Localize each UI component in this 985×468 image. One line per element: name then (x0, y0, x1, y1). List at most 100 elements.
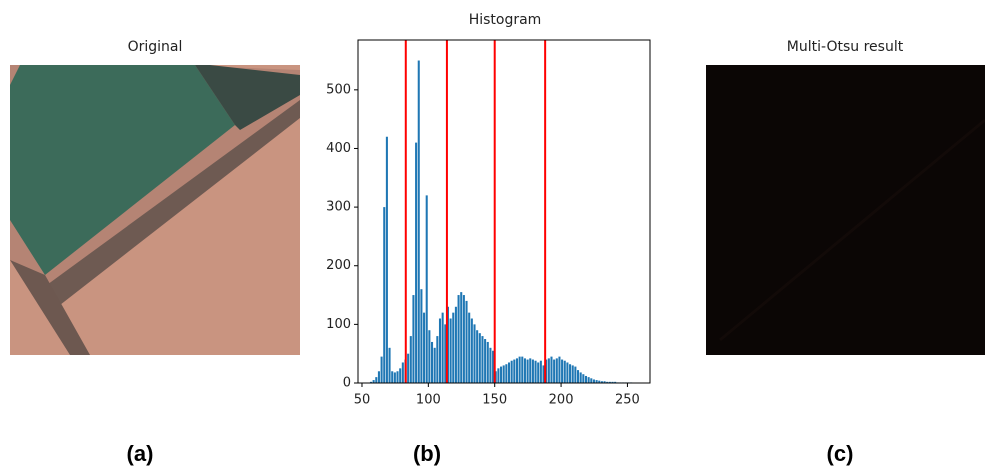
bar (489, 347, 492, 383)
x-tick-label: 100 (416, 393, 441, 408)
bar (446, 306, 449, 383)
y-tick-label: 500 (326, 82, 351, 97)
bar (531, 359, 534, 383)
bar (441, 312, 444, 383)
bar (566, 362, 569, 383)
bar (465, 300, 468, 383)
bar (614, 381, 617, 383)
bar (481, 336, 484, 383)
bar (428, 330, 431, 383)
bar (409, 336, 412, 383)
bar (478, 333, 481, 383)
bar (492, 350, 495, 383)
bar (468, 312, 471, 383)
bar (510, 360, 513, 383)
y-tick-label: 400 (326, 141, 351, 156)
bar (608, 381, 611, 383)
bar (425, 195, 428, 383)
x-tick-label: 150 (482, 393, 507, 408)
bar (539, 360, 542, 383)
bar (438, 318, 442, 383)
bar (423, 312, 426, 383)
bar (484, 339, 487, 383)
bar (502, 365, 505, 383)
y-tick-label: 300 (326, 200, 351, 215)
panel-label: (b) (413, 441, 441, 466)
bar (433, 347, 436, 383)
original-image (10, 65, 300, 355)
bar (372, 380, 375, 383)
y-tick-label: 100 (326, 317, 351, 332)
bar (521, 356, 524, 383)
bar (537, 362, 540, 383)
bar (555, 358, 558, 383)
x-tick-label: 200 (549, 393, 574, 408)
bar (507, 362, 511, 383)
bar (558, 356, 561, 383)
x-tick-label: 50 (354, 393, 371, 408)
panel-title: Multi-Otsu result (787, 39, 904, 55)
bar (385, 136, 388, 383)
bar (553, 359, 556, 383)
axes-frame (357, 39, 651, 384)
bar (542, 365, 545, 383)
bar (431, 341, 434, 383)
bar (388, 347, 391, 383)
bar (460, 292, 463, 383)
bar (401, 362, 404, 383)
y-tick-label: 200 (326, 258, 351, 273)
bar (529, 358, 532, 383)
bar (515, 358, 518, 383)
bar (513, 359, 516, 383)
bar (473, 324, 476, 383)
bar (497, 368, 500, 383)
bar (449, 318, 452, 383)
bar (494, 371, 497, 383)
bar (462, 295, 465, 383)
bar (563, 360, 566, 383)
bar (611, 381, 614, 383)
bar (577, 370, 580, 383)
bar (584, 375, 588, 383)
bar (579, 372, 582, 383)
result-image (706, 65, 985, 355)
bar (399, 368, 402, 383)
panel-title: Original (128, 39, 183, 55)
bar (545, 359, 548, 383)
bar (444, 324, 447, 383)
bar (383, 207, 386, 383)
bar (396, 371, 399, 383)
bar (415, 142, 418, 383)
bar (595, 380, 598, 383)
bar (393, 372, 396, 383)
bar (417, 60, 420, 384)
x-tick-label: 250 (615, 393, 640, 408)
bar (436, 336, 439, 383)
bar (526, 359, 529, 383)
bar (587, 377, 590, 383)
bar (375, 377, 378, 383)
chart-title: Histogram (469, 12, 542, 28)
bar (574, 366, 577, 383)
bar (377, 371, 380, 383)
bar (412, 295, 415, 383)
bar (518, 356, 521, 383)
bar (569, 364, 572, 383)
bar (476, 330, 479, 383)
bar (561, 359, 564, 383)
bar (547, 358, 550, 383)
bar (592, 379, 595, 383)
bar (606, 381, 609, 383)
bar (505, 364, 508, 383)
bar (550, 356, 553, 383)
bar (454, 306, 457, 383)
bar (470, 318, 473, 383)
bar (452, 312, 455, 383)
bar (534, 360, 537, 383)
bar (420, 289, 423, 383)
bar (582, 374, 585, 383)
bar (391, 371, 394, 383)
panel-label: (c) (827, 441, 854, 466)
panel-label: (a) (127, 441, 154, 466)
